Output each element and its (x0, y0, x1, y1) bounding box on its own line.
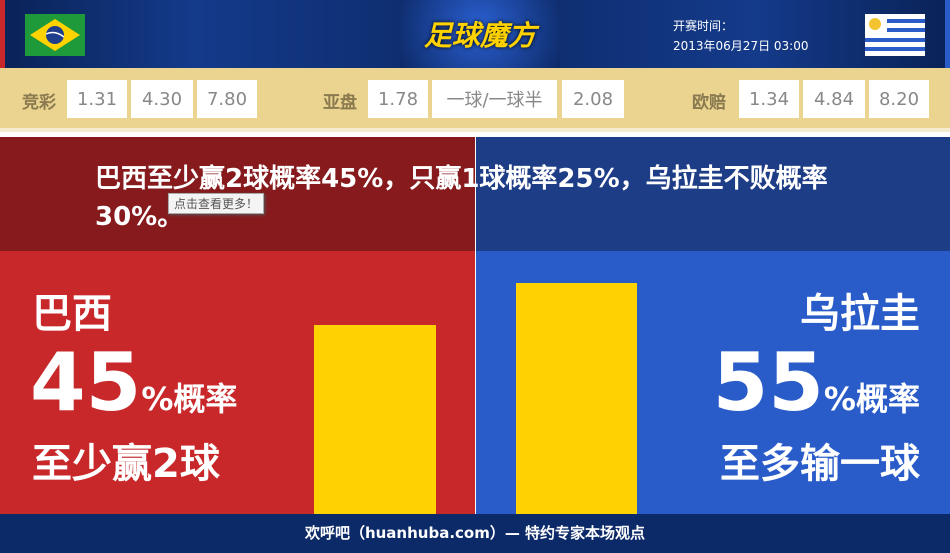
away-bar (516, 283, 637, 514)
match-time: 开赛时间： 2013年06月27日 03:00 (673, 19, 809, 53)
odds-value: 8.20 (869, 80, 929, 118)
home-panel: 巴西 45%概率 至少赢2球 (0, 251, 475, 514)
oupei-label: 欧赔 (692, 93, 726, 113)
odds-value: 4.30 (131, 80, 193, 118)
footer[interactable]: 欢呼吧（huanhuba.com）— 特约专家本场观点 (0, 514, 950, 553)
odds-value: 7.80 (197, 80, 257, 118)
home-bar (314, 325, 436, 514)
headline-right-bg (476, 137, 950, 251)
odds-value: 1.34 (739, 80, 799, 118)
away-team: 乌拉圭 (800, 291, 920, 337)
odds-bar: 竞彩 1.31 4.30 7.80 亚盘 1.78 一球/一球半 2.08 欧赔… (0, 68, 950, 132)
home-desc: 至少赢2球 (32, 441, 220, 487)
odds-value: 一球/一球半 (432, 80, 557, 118)
odds-value: 1.78 (368, 80, 428, 118)
jingcai-label: 竞彩 (22, 93, 56, 113)
home-team: 巴西 (32, 291, 112, 337)
uruguay-flag-icon (865, 14, 925, 56)
odds-value: 4.84 (803, 80, 865, 118)
away-desc: 至多输一球 (720, 441, 920, 487)
odds-value: 1.31 (67, 80, 127, 118)
yapan-label: 亚盘 (323, 93, 357, 113)
home-probability: 45%概率 (30, 336, 238, 429)
away-probability: 55%概率 (712, 336, 920, 429)
odds-value: 2.08 (562, 80, 624, 118)
brazil-flag-icon (25, 14, 85, 56)
header: 足球魔方 开赛时间： 2013年06月27日 03:00 (0, 0, 950, 68)
logo[interactable]: 足球魔方 (400, 0, 560, 68)
away-panel: 乌拉圭 55%概率 至多输一球 (476, 251, 950, 514)
tooltip: 点击查看更多！ (168, 193, 265, 214)
